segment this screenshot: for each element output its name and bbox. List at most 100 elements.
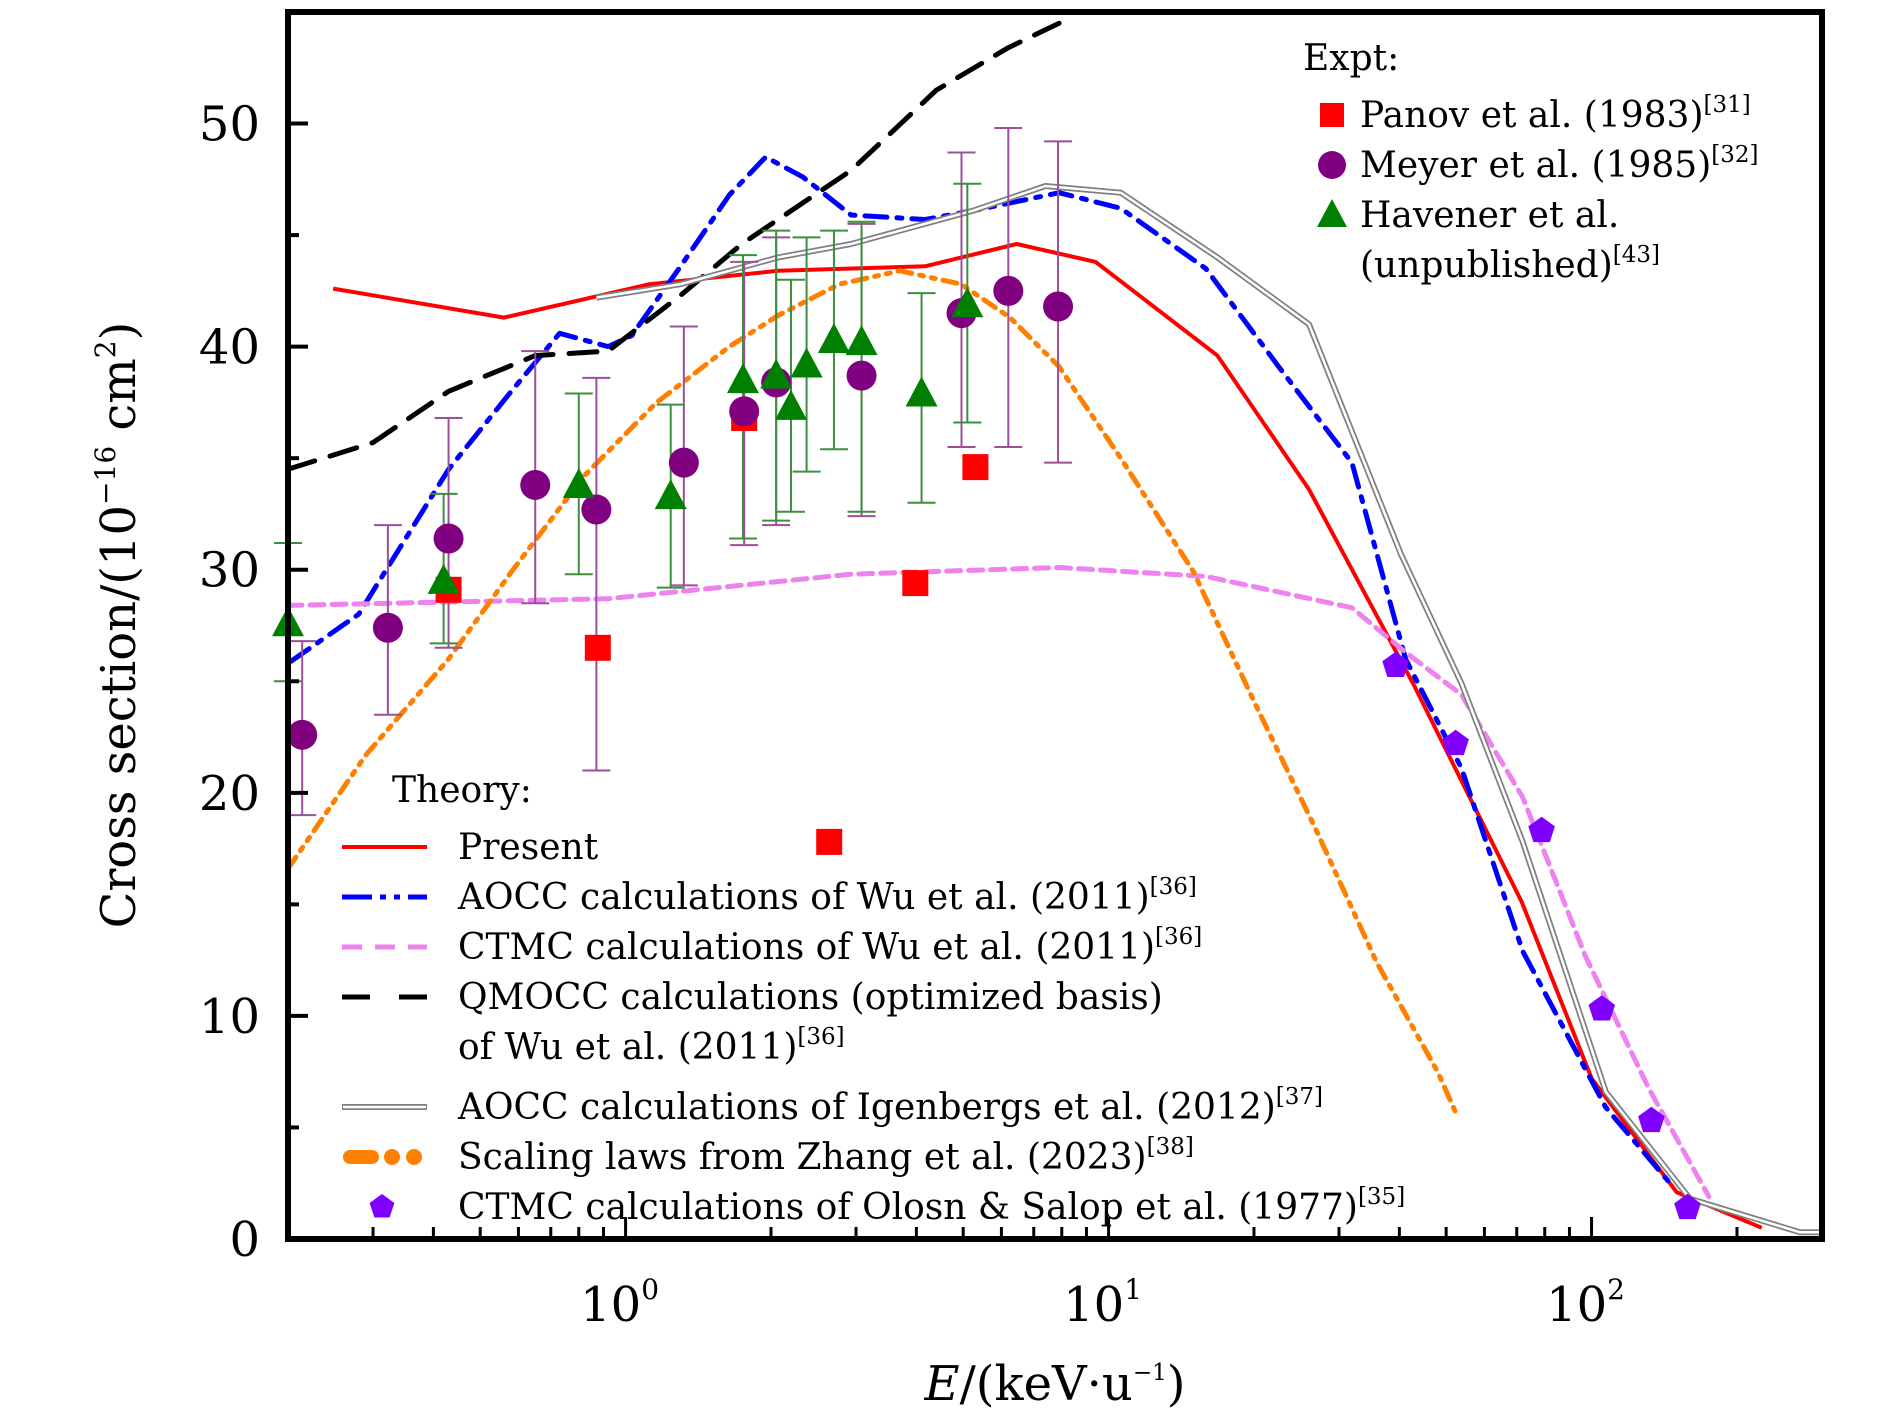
- x-axis-var: E: [924, 1356, 960, 1412]
- legend-entry-ctmc_olson: CTMC calculations of Olosn & Salop et al…: [369, 1184, 1405, 1228]
- data-point-havener: [817, 322, 850, 353]
- legend-marker-ctmc_olson: [369, 1194, 395, 1218]
- legend-label: Panov et al. (1983)[31]: [1360, 92, 1751, 136]
- legend-label: of Wu et al. (2011)[36]: [458, 1024, 845, 1068]
- legend-marker-havener: [1317, 199, 1347, 227]
- x-tick-base: 10: [1546, 1277, 1607, 1333]
- legend-sample-havener: [1317, 199, 1347, 227]
- data-point-meyer: [668, 447, 699, 478]
- error-bar-meyer: [582, 376, 611, 772]
- data-point-meyer: [433, 523, 464, 554]
- legend-label: Scaling laws from Zhang et al. (2023)[38…: [458, 1134, 1194, 1178]
- data-point-havener: [562, 467, 595, 498]
- y-tick-label: 50: [199, 97, 260, 153]
- series-line-present: [332, 242, 1763, 1230]
- ticks-layer: [286, 121, 1824, 1241]
- series-line-aocc_wu: [288, 154, 1677, 1191]
- data-point-meyer: [581, 494, 612, 525]
- legend-ref: [36]: [1150, 874, 1197, 900]
- y-tick-label: 30: [199, 543, 260, 599]
- legend-label: CTMC calculations of Olosn & Salop et al…: [458, 1184, 1405, 1228]
- data-point-havener: [905, 376, 938, 407]
- x-tick-base: 10: [1063, 1277, 1124, 1333]
- x-tick-exp: 2: [1607, 1273, 1625, 1306]
- legend-ref: [35]: [1358, 1184, 1405, 1210]
- legend-entry-meyer: Meyer et al. (1985)[32]: [1318, 142, 1758, 186]
- y-axis-exp2: 2: [89, 340, 122, 358]
- data-point-ctmc_olson: [1674, 1193, 1701, 1220]
- data-point-ctmc_olson: [1382, 651, 1409, 677]
- y-axis-pre: Cross section/(10: [91, 505, 147, 928]
- data-point-meyer: [372, 612, 403, 643]
- data-point-meyer: [993, 275, 1024, 306]
- legend-expt: Expt: Panov et al. (1983)[31] Meyer et al.…: [1303, 38, 1758, 286]
- legend-ref: [36]: [1155, 924, 1202, 950]
- x-tick-labels: 100 101 102: [580, 1273, 1625, 1333]
- legend-ref: [32]: [1711, 142, 1758, 168]
- legend-marker-panov: [1320, 103, 1344, 127]
- legend-entry-scaling_zhang: Scaling laws from Zhang et al. (2023)[38…: [343, 1134, 1194, 1178]
- legend-entry-panov: Panov et al. (1983)[31]: [1320, 92, 1751, 136]
- x-axis-exp: −1: [1133, 1360, 1167, 1386]
- y-tick-label: 20: [199, 766, 260, 822]
- y-tick-label: 40: [199, 320, 260, 376]
- legend-title: Expt:: [1303, 38, 1399, 79]
- data-point-ctmc_olson: [1638, 1106, 1665, 1133]
- y-axis-exp: −16: [89, 446, 122, 505]
- x-axis-unit: /(keV·u: [960, 1356, 1133, 1412]
- legend-entry-present: Present: [342, 827, 599, 868]
- x-tick-label: 100: [580, 1273, 659, 1333]
- legend-ref: [43]: [1613, 242, 1660, 268]
- series-line-scaling_zhang: [288, 268, 1459, 1117]
- legend-entry-ctmc_wu: CTMC calculations of Wu et al. (2011)[36…: [342, 924, 1202, 968]
- legend-entry-havener: Havener et al. (unpublished)[43]: [1317, 195, 1660, 286]
- legend-sample-scaling_zhang: [343, 1149, 422, 1165]
- data-point-havener: [845, 325, 878, 356]
- legend-label: Havener et al.: [1360, 195, 1619, 236]
- y-tick-label: 0: [229, 1212, 260, 1268]
- marker-layer: [272, 127, 1701, 1220]
- y-axis-mid: cm: [91, 358, 147, 446]
- data-point-havener: [654, 479, 687, 510]
- legend-label: CTMC calculations of Wu et al. (2011)[36…: [458, 924, 1202, 968]
- data-point-havener: [760, 358, 793, 389]
- x-axis-close: ): [1167, 1356, 1186, 1412]
- data-point-havener: [951, 287, 984, 318]
- data-point-meyer: [520, 469, 551, 500]
- data-point-meyer: [1043, 291, 1074, 322]
- legend-sample-ctmc_olson: [369, 1194, 395, 1218]
- series-line-ctmc_wu: [288, 565, 1712, 1200]
- legend-marker-meyer: [1318, 151, 1346, 179]
- legend-label: Meyer et al. (1985)[32]: [1360, 142, 1758, 186]
- x-tick-exp: 0: [641, 1273, 659, 1306]
- legend-sample-meyer: [1318, 151, 1346, 179]
- legend-label: (unpublished)[43]: [1360, 242, 1660, 286]
- x-axis-title: E/(keV·u−1): [924, 1356, 1186, 1412]
- data-point-havener: [790, 347, 823, 378]
- x-tick-base: 10: [580, 1277, 641, 1333]
- legend-label: AOCC calculations of Wu et al. (2011)[36…: [457, 874, 1197, 918]
- legend-label: Present: [458, 827, 599, 868]
- legend-entry-qmocc_wu: QMOCC calculations (optimized basis) of W…: [342, 977, 1163, 1068]
- plot-frame: [285, 9, 1825, 1242]
- legend-ref: [37]: [1276, 1084, 1323, 1110]
- legend-label: QMOCC calculations (optimized basis): [458, 977, 1163, 1018]
- data-point-panov: [962, 454, 989, 481]
- x-tick-label: 101: [1063, 1273, 1142, 1333]
- legend-entry-aocc_igenbergs: AOCC calculations of Igenbergs et al. (2…: [342, 1084, 1323, 1128]
- y-axis-close: ): [91, 322, 147, 341]
- legend-sample-panov: [1320, 103, 1344, 127]
- data-point-meyer: [729, 396, 760, 427]
- y-tick-labels: 0 10 20 30 40 50: [199, 97, 260, 1268]
- data-point-havener: [427, 563, 460, 594]
- data-point-meyer: [287, 719, 318, 750]
- legend-label: AOCC calculations of Igenbergs et al. (2…: [457, 1084, 1323, 1128]
- data-point-ctmc_olson: [1588, 995, 1616, 1021]
- data-point-panov: [902, 570, 929, 597]
- legend-theory: Theory: Present AOCC calculations of Wu et…: [342, 770, 1405, 1228]
- series-line-qmocc_wu: [288, 20, 1062, 472]
- data-point-panov: [816, 828, 843, 855]
- y-tick-label: 10: [199, 989, 260, 1045]
- x-tick-label: 102: [1546, 1273, 1625, 1333]
